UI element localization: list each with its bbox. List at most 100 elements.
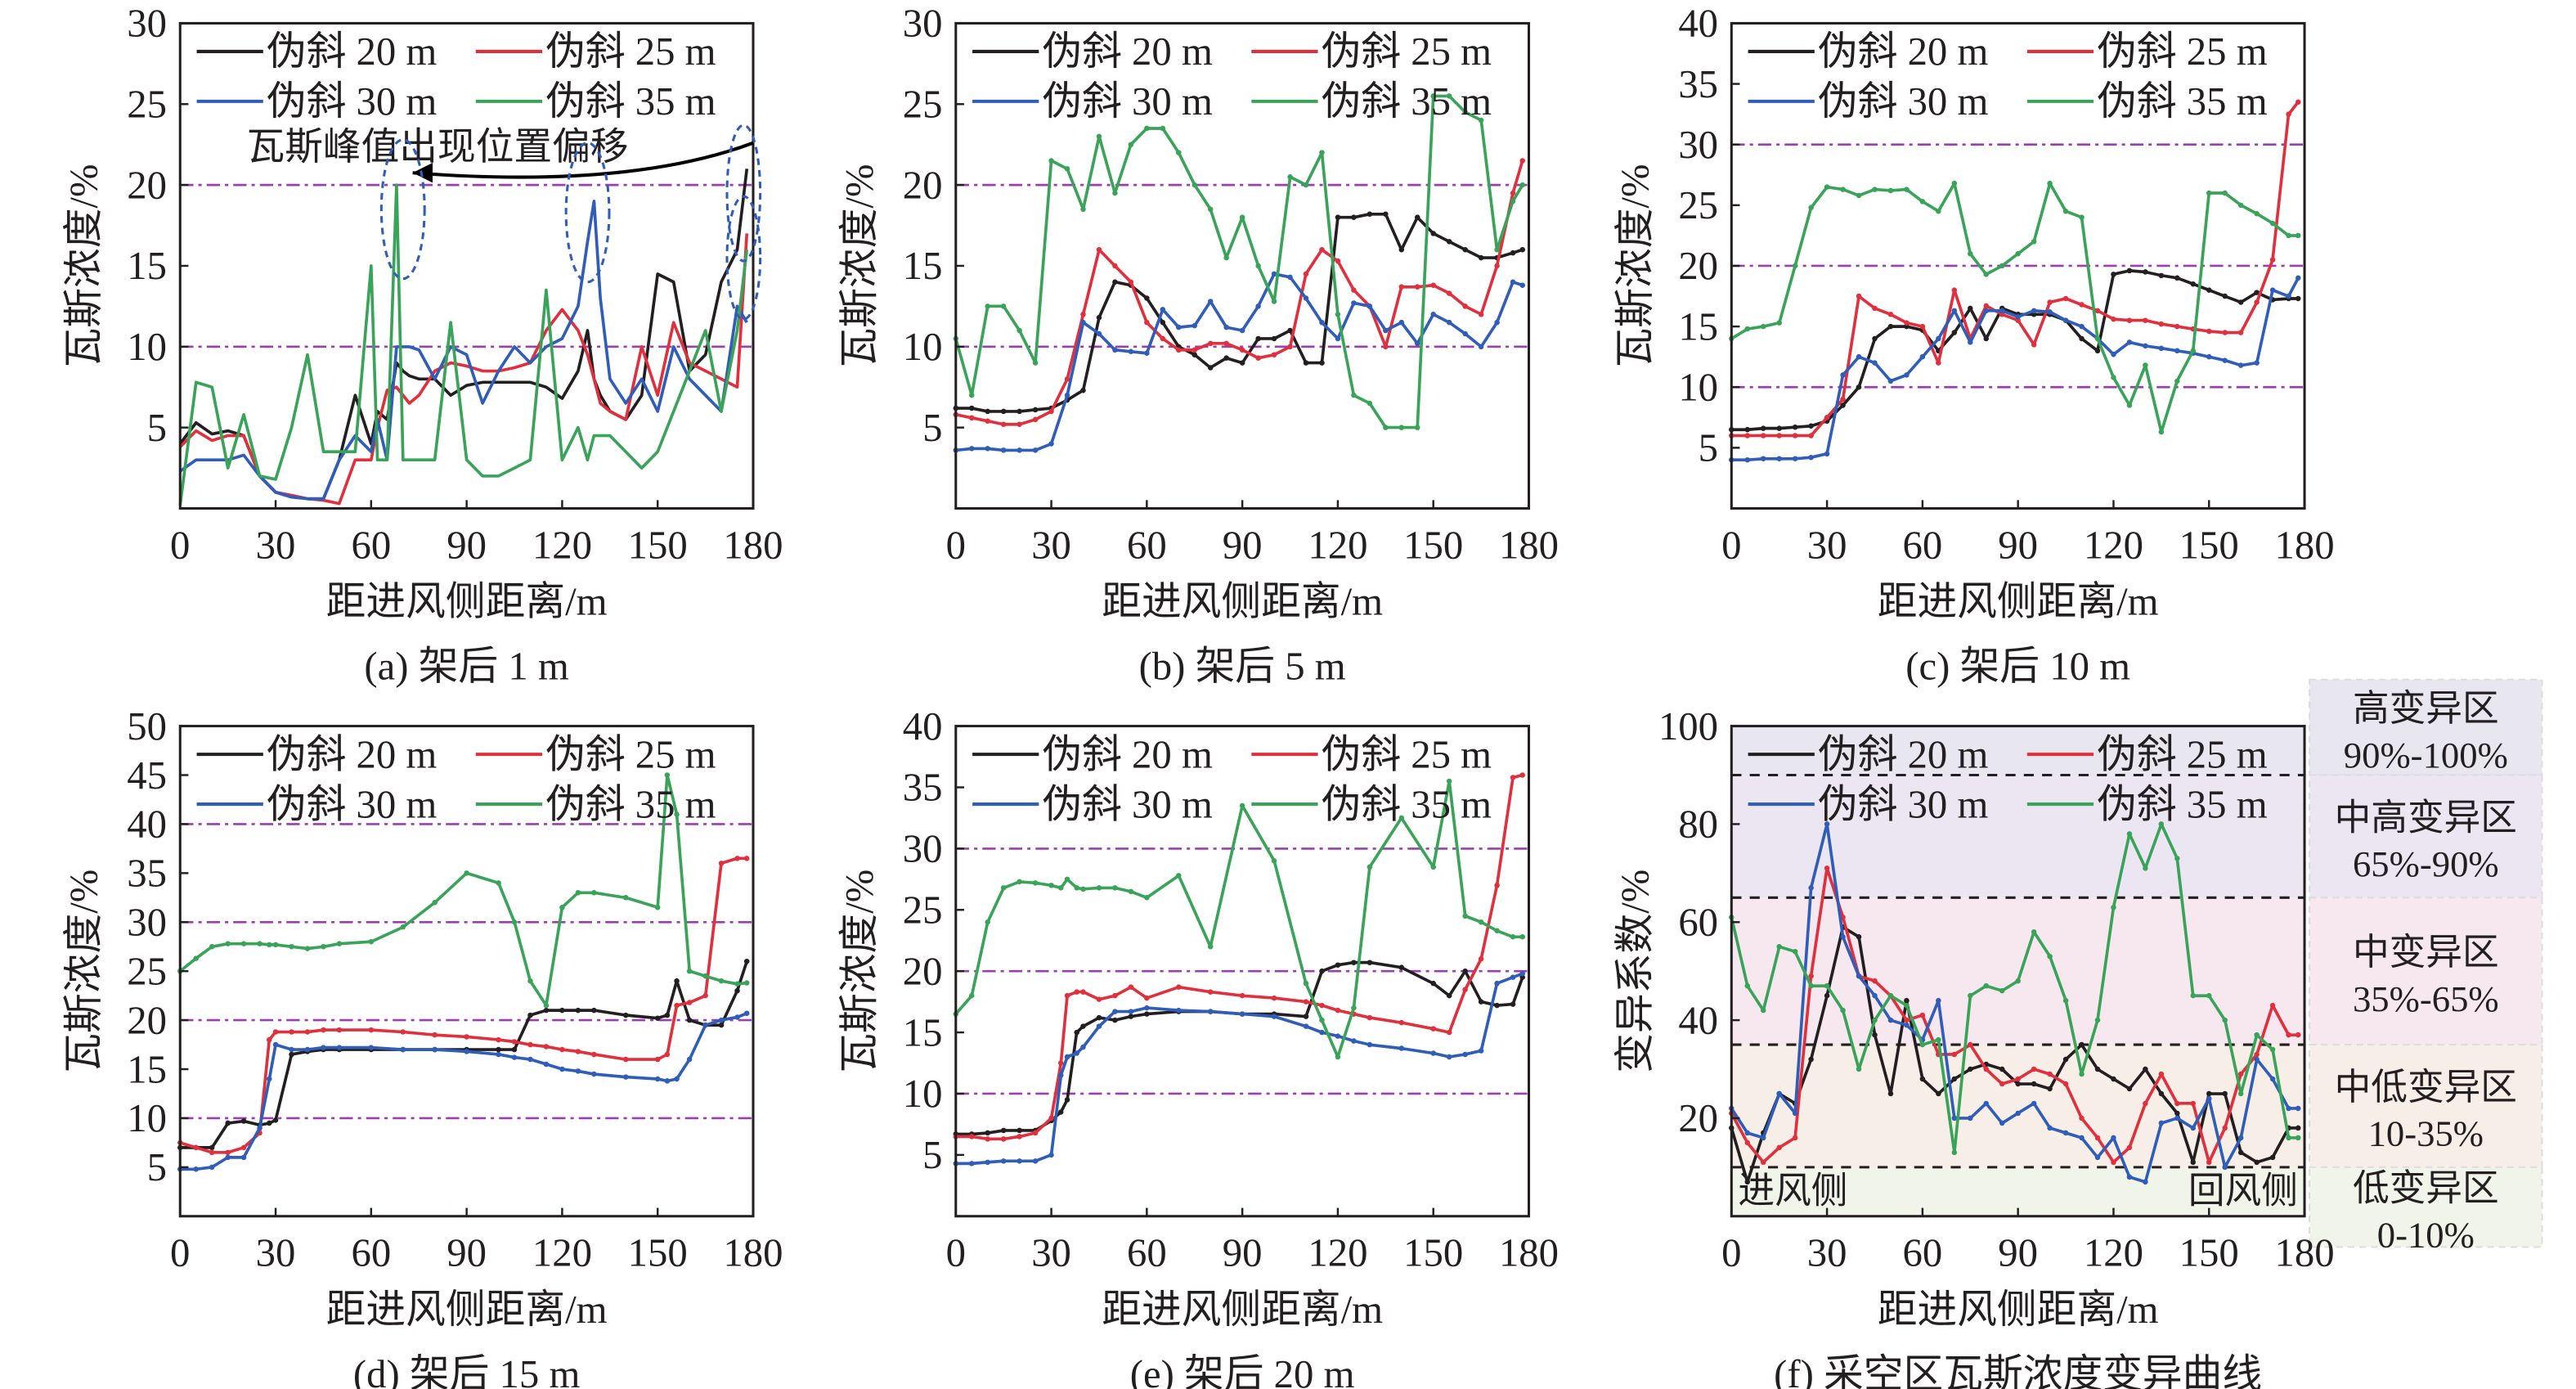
data-point (2062, 1130, 2069, 1136)
data-point (2286, 232, 2291, 239)
data-point (289, 1029, 294, 1035)
data-point (1303, 295, 1309, 301)
data-point (1446, 1029, 1452, 1036)
y-tick-label: 100 (1658, 704, 1718, 748)
data-point (1000, 303, 1007, 309)
data-point (1478, 312, 1484, 317)
data-point (1856, 293, 1862, 299)
data-point (2174, 323, 2180, 330)
data-point (1462, 1051, 1468, 1058)
data-point (1462, 246, 1468, 253)
data-point (2295, 1125, 2301, 1131)
data-point (1016, 327, 1022, 334)
data-point (464, 1049, 469, 1054)
data-point (985, 446, 990, 452)
data-point (2062, 317, 2069, 323)
data-point (1951, 180, 1958, 187)
data-point (2269, 1076, 2276, 1082)
y-tick-label: 40 (1678, 998, 1718, 1042)
data-point (1415, 214, 1420, 220)
y-tick-label: 30 (903, 2, 943, 46)
data-point (718, 1017, 725, 1023)
y-tick-label: 5 (147, 1145, 167, 1189)
data-point (1462, 987, 1468, 992)
chart-panel-d: 0 30 60 90 120 150 1805101520253035404550距进风侧距… (62, 704, 783, 1389)
data-point (575, 1068, 581, 1074)
data-point (559, 1007, 565, 1014)
series-line-s25 (1731, 101, 2300, 438)
data-point (1064, 1097, 1070, 1103)
data-point (1319, 968, 1325, 974)
data-point (1808, 1056, 1814, 1063)
data-point (1096, 1023, 1102, 1029)
x-tick-label: 180 (1499, 1231, 1559, 1275)
data-point (2269, 1002, 2276, 1009)
data-point (1776, 433, 1782, 438)
data-point (1494, 263, 1500, 269)
x-tick-label: 120 (1308, 1231, 1367, 1275)
data-point (1032, 1130, 1039, 1136)
x-axis-label: 距进风侧距离/m (326, 580, 608, 624)
data-point (1840, 402, 1846, 408)
data-point (1792, 1135, 1798, 1141)
data-point (2269, 287, 2276, 293)
data-point (1760, 433, 1766, 438)
data-point (1160, 319, 1166, 326)
x-tick-label: 30 (256, 523, 296, 567)
legend-label: 伪斜 35 m (1322, 79, 1492, 124)
zone-range-label: 35%-65% (2353, 978, 2499, 1019)
data-point (1519, 158, 1525, 164)
data-point (2206, 1095, 2212, 1102)
data-point (1951, 308, 1958, 314)
data-point (1255, 303, 1261, 309)
data-point (2269, 1154, 2276, 1161)
data-point (1144, 350, 1150, 356)
data-point (674, 1002, 680, 1009)
data-point (1792, 433, 1798, 438)
x-tick-label: 60 (1903, 523, 1943, 567)
data-point (1335, 214, 1341, 220)
data-point (1999, 308, 2005, 314)
data-point (1744, 1140, 1751, 1146)
data-point (2126, 1174, 2133, 1180)
data-point (2094, 1135, 2101, 1141)
series-line-s30 (1731, 276, 2300, 462)
data-point (2254, 1056, 2260, 1063)
data-point (1951, 1076, 1958, 1082)
zone-label-box (2309, 678, 2543, 776)
data-point (1792, 948, 1798, 955)
data-point (968, 1161, 975, 1166)
data-point (2143, 865, 2148, 871)
data-point (1016, 447, 1022, 453)
data-point (2015, 1076, 2021, 1082)
data-point (1080, 206, 1086, 213)
data-point (289, 1046, 294, 1053)
data-point (1048, 158, 1054, 164)
data-point (1064, 376, 1070, 382)
data-point (1351, 300, 1357, 306)
data-point (2047, 299, 2053, 305)
data-point (1999, 312, 2005, 317)
data-point (1430, 93, 1436, 99)
data-point (743, 856, 750, 861)
data-point (734, 981, 740, 987)
data-point (1144, 1005, 1150, 1011)
data-point (591, 1007, 597, 1014)
data-point (591, 890, 597, 896)
data-point (1207, 340, 1214, 347)
data-point (1057, 1060, 1064, 1066)
data-point (1494, 883, 1500, 888)
data-point (1112, 1017, 1118, 1023)
data-point (1144, 1011, 1150, 1017)
data-point (1744, 982, 1751, 989)
data-point (2222, 357, 2228, 363)
data-point (1840, 1007, 1846, 1014)
data-point (1510, 249, 1516, 256)
data-point (1032, 407, 1039, 413)
data-point (1335, 1054, 1341, 1060)
y-tick-label: 10 (903, 1072, 943, 1116)
data-point (1510, 198, 1516, 205)
data-point (1176, 150, 1182, 155)
data-point (1760, 323, 1766, 330)
data-point (1519, 933, 1525, 940)
